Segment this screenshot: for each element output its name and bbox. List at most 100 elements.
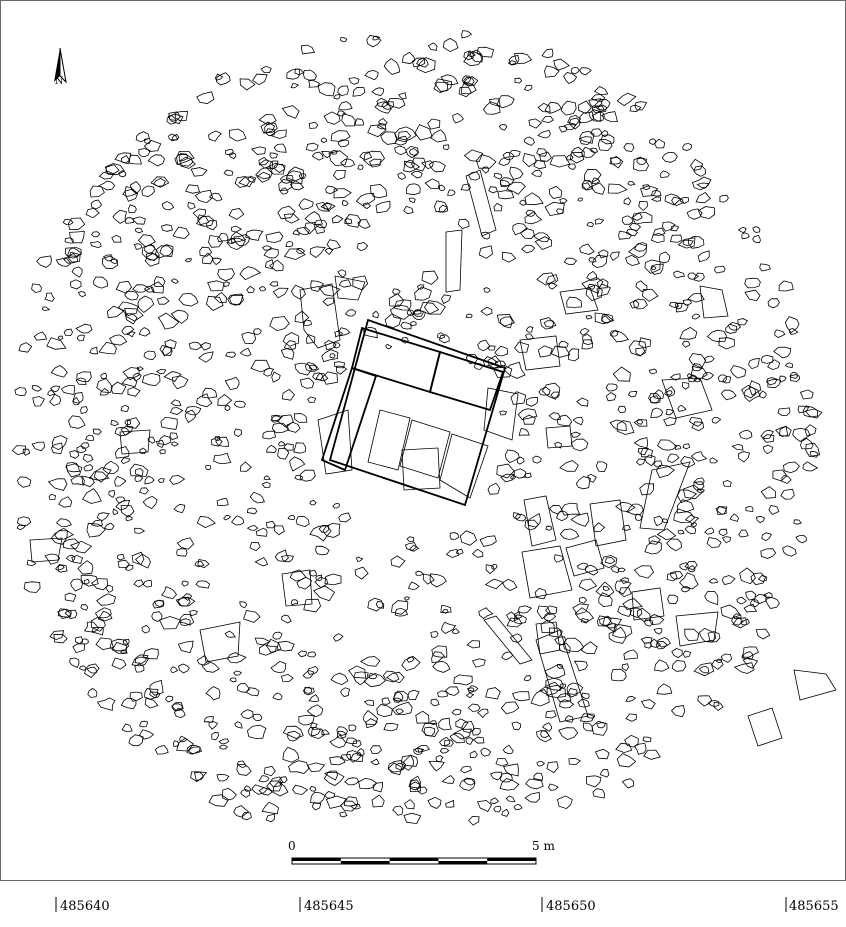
stone-outline	[393, 692, 404, 702]
stone-outline	[64, 592, 77, 602]
stone-outline	[161, 200, 175, 211]
stone-outline	[391, 701, 413, 716]
stone-outline	[636, 157, 648, 165]
stone-outline	[568, 117, 581, 130]
stone-outline	[318, 524, 330, 533]
stone-outline	[290, 83, 299, 89]
stone-outline	[703, 355, 715, 364]
stone-outline	[162, 346, 173, 356]
stone-outline	[189, 609, 198, 617]
stone-outline	[680, 456, 696, 468]
stone-outline	[101, 255, 119, 270]
stone-outline	[340, 158, 356, 168]
stone-outline	[296, 227, 310, 235]
stone-outline	[239, 461, 253, 472]
stone-outline	[389, 304, 413, 320]
stone-outline	[502, 744, 514, 754]
stone-outline	[166, 114, 177, 125]
stone-outline	[348, 77, 360, 85]
stone-outline	[405, 145, 419, 159]
stone-outline	[559, 699, 575, 709]
stone-outline	[518, 428, 530, 436]
stone-outline	[161, 224, 174, 232]
stone-outline	[789, 371, 799, 379]
stone-outline	[469, 750, 478, 758]
stone-outline	[72, 643, 86, 654]
stone-outline	[332, 342, 341, 349]
stone-outline	[80, 406, 88, 414]
stone-outline	[344, 218, 353, 225]
stone-outline	[556, 510, 569, 522]
stone-outline	[128, 154, 142, 165]
stone-outline	[246, 525, 259, 531]
stone-outline	[116, 554, 125, 561]
stone-outline	[104, 163, 126, 176]
stone-outline	[429, 129, 447, 143]
stone-outline	[541, 722, 553, 732]
stone-outline	[246, 507, 258, 515]
stone-outline	[337, 269, 347, 278]
stone-outline	[207, 280, 225, 292]
stone-outline	[687, 272, 700, 280]
stone-outline	[157, 312, 180, 330]
stone-outline	[688, 417, 703, 427]
stone-outline	[285, 241, 294, 248]
stone-outline	[752, 234, 761, 244]
stone-outline	[539, 681, 562, 696]
stone-far-east-1	[793, 669, 837, 701]
stone-outline	[55, 518, 72, 527]
stone-outline	[264, 122, 278, 134]
stone-outline	[577, 698, 590, 708]
stone-outline	[649, 395, 660, 404]
stone-outline	[91, 578, 109, 591]
stone-outline	[82, 488, 102, 504]
stone-outline	[667, 594, 679, 605]
stone-outline	[143, 350, 157, 361]
stone-outline	[356, 748, 365, 757]
stone-outline	[767, 298, 780, 309]
scale-segment	[389, 858, 439, 861]
stone-outline	[346, 750, 362, 763]
stone-outline	[233, 400, 246, 408]
stone-outline	[601, 130, 609, 138]
slab-west-outer	[317, 409, 353, 475]
stone-outline	[530, 689, 550, 707]
stone-outline	[750, 572, 766, 586]
stone-outline	[629, 607, 643, 619]
stone-outline	[114, 446, 130, 459]
stone-outline	[188, 341, 203, 351]
stone-outline	[461, 75, 472, 84]
stone-outline	[229, 677, 237, 683]
stone-outline	[293, 413, 308, 423]
stone-outline	[438, 717, 452, 731]
stone-outline	[139, 720, 149, 728]
stone-outline	[440, 604, 452, 614]
stone-outline	[258, 157, 269, 166]
stone-outline	[221, 787, 237, 801]
stone-outline	[305, 334, 316, 344]
stone-outline	[229, 293, 244, 306]
stone-outline	[403, 160, 421, 173]
stone-outline	[149, 281, 164, 294]
stone-outline	[563, 123, 577, 131]
stone-outline	[321, 349, 339, 363]
stone-outline	[632, 156, 650, 172]
slab-inner-2	[399, 419, 451, 479]
stone-outline	[228, 208, 245, 220]
stone-outline	[348, 724, 357, 732]
stone-outline	[205, 464, 212, 471]
stone-outline	[258, 644, 277, 656]
stone-outline	[121, 723, 133, 732]
stone-outline	[16, 524, 27, 531]
stone-outline	[298, 198, 314, 210]
stone-outline	[617, 605, 633, 617]
stone-outline	[17, 516, 32, 527]
stone-outline	[558, 642, 571, 654]
stone-outline	[277, 447, 290, 460]
stone-outline	[173, 503, 186, 514]
stone-outline	[168, 133, 179, 142]
stone-outline	[177, 596, 196, 607]
stone-outline	[590, 94, 606, 103]
stone-outline	[366, 34, 382, 48]
stone-outline	[578, 596, 588, 604]
